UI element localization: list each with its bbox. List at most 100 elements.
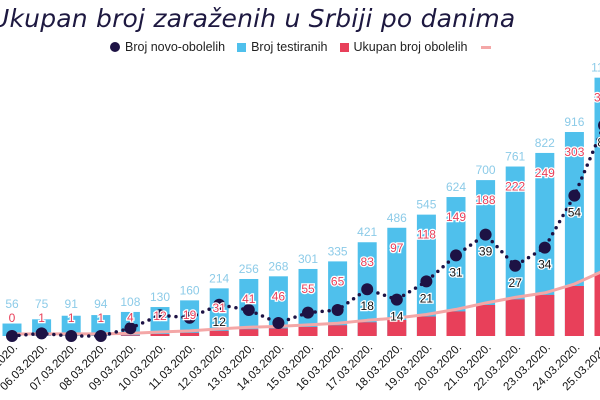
total-cases-data-label: 97 — [390, 241, 404, 255]
new-cases-point — [361, 283, 374, 296]
legend-swatch — [339, 42, 349, 52]
total-cases-bar — [120, 335, 140, 336]
tests-data-label: 545 — [416, 198, 436, 212]
total-cases-bar — [150, 334, 170, 336]
tests-data-label: 916 — [564, 115, 584, 129]
tests-bar — [328, 261, 348, 336]
new-cases-data-label: 21 — [420, 291, 434, 305]
new-cases-point — [6, 330, 18, 342]
tests-data-label: 91 — [65, 297, 79, 311]
new-cases-point — [538, 241, 551, 254]
tests-data-label: 75 — [35, 297, 49, 311]
tests-bar — [446, 197, 466, 336]
chart-title: Ukupan broj zaraženih u Srbiji po danima — [0, 4, 516, 33]
new-cases-data-label: 14 — [390, 310, 404, 324]
new-cases-data-label: 34 — [538, 258, 552, 272]
new-cases-point — [272, 317, 285, 329]
total-cases-data-label: 65 — [331, 274, 345, 288]
legend-label: Ukupan broj obolelih — [353, 40, 468, 54]
legend-item[interactable]: Broj testiranih — [237, 40, 328, 54]
tests-data-label: 624 — [446, 180, 466, 194]
new-cases-point — [124, 322, 137, 335]
tests-data-label: 335 — [328, 244, 348, 258]
tests-bar — [505, 166, 525, 336]
total-cases-data-label: 41 — [242, 292, 256, 306]
tests-data-label: 822 — [535, 136, 555, 150]
total-cases-data-label: 0 — [9, 311, 16, 325]
total-cases-bar — [594, 272, 600, 336]
legend-label: Broj novo-obolelih — [125, 40, 226, 54]
total-cases-data-label: 188 — [476, 193, 496, 207]
total-cases-data-label: 303 — [564, 145, 584, 159]
tests-bar — [416, 214, 436, 336]
new-cases-point — [35, 327, 48, 340]
total-cases-data-label: 1 — [97, 311, 104, 325]
tests-data-label: 301 — [298, 252, 318, 266]
new-cases-data-label: 27 — [509, 276, 523, 290]
new-cases-point — [479, 228, 492, 241]
new-cases-data-label: 12 — [213, 315, 227, 329]
total-cases-bar — [328, 325, 348, 336]
new-cases-point — [302, 306, 314, 319]
new-cases-point — [390, 293, 403, 306]
new-cases-data-label: 81 — [597, 135, 600, 149]
total-cases-bar — [505, 299, 525, 336]
new-cases-data-label: 31 — [449, 265, 463, 279]
new-cases-point — [568, 189, 581, 202]
new-cases-data-label: 39 — [479, 245, 493, 259]
total-cases-bar — [357, 322, 377, 336]
total-cases-bar — [268, 328, 288, 336]
new-cases-point — [331, 304, 344, 316]
legend-swatch — [110, 42, 120, 52]
total-cases-data-label: 55 — [301, 282, 315, 296]
new-cases-point — [65, 330, 78, 342]
legend-item[interactable] — [479, 45, 496, 49]
total-cases-bar — [446, 311, 466, 336]
total-cases-data-label: 46 — [272, 289, 286, 303]
new-cases-point — [450, 249, 462, 262]
total-cases-data-label: 83 — [361, 255, 375, 269]
total-cases-bar — [416, 316, 436, 336]
tests-data-label: 108 — [120, 295, 140, 309]
new-cases-point — [242, 304, 255, 316]
total-cases-data-label: 19 — [183, 308, 197, 322]
total-cases-data-label: 249 — [535, 166, 555, 180]
legend-item[interactable]: Broj novo-obolelih — [110, 40, 225, 54]
legend-swatch — [481, 45, 492, 49]
tests-bar — [209, 288, 229, 336]
total-cases-data-label: 31 — [213, 301, 227, 315]
legend-swatch — [237, 42, 247, 52]
new-cases-point — [94, 330, 107, 342]
total-cases-bar — [239, 329, 259, 336]
new-cases-point — [509, 259, 522, 272]
legend-item[interactable]: Ukupan broj obolelih — [339, 40, 468, 54]
tests-bar — [387, 227, 407, 336]
new-cases-point — [420, 275, 433, 288]
tests-data-label: 56 — [5, 297, 19, 311]
total-cases-bar — [387, 319, 407, 336]
tests-bar — [298, 268, 318, 336]
tests-data-label: 421 — [357, 225, 377, 239]
total-cases-bar — [564, 286, 584, 336]
tests-bar — [594, 77, 600, 336]
total-cases-data-label: 384 — [594, 91, 600, 105]
new-cases-data-label: 18 — [361, 299, 375, 313]
tests-data-label: 268 — [268, 259, 288, 273]
tests-data-label: 214 — [209, 271, 229, 285]
legend: Broj novo-obolelih Broj testiranih Ukupan … — [110, 40, 508, 54]
total-cases-data-label: 4 — [127, 310, 134, 324]
tests-data-label: 761 — [505, 150, 525, 164]
tests-data-label: 130 — [150, 290, 170, 304]
tests-data-label: 700 — [476, 163, 496, 177]
tests-data-label: 1160 — [591, 61, 600, 75]
tests-bar — [91, 315, 111, 336]
tests-data-label: 256 — [239, 262, 259, 276]
total-cases-data-label: 222 — [505, 180, 525, 194]
new-cases-data-label: 54 — [568, 206, 582, 220]
total-cases-data-label: 1 — [38, 311, 45, 325]
total-cases-bar — [535, 294, 555, 336]
total-cases-bar — [476, 304, 496, 336]
tests-bar — [61, 315, 81, 336]
new-cases-point — [213, 298, 226, 311]
total-cases-bar — [180, 332, 200, 336]
